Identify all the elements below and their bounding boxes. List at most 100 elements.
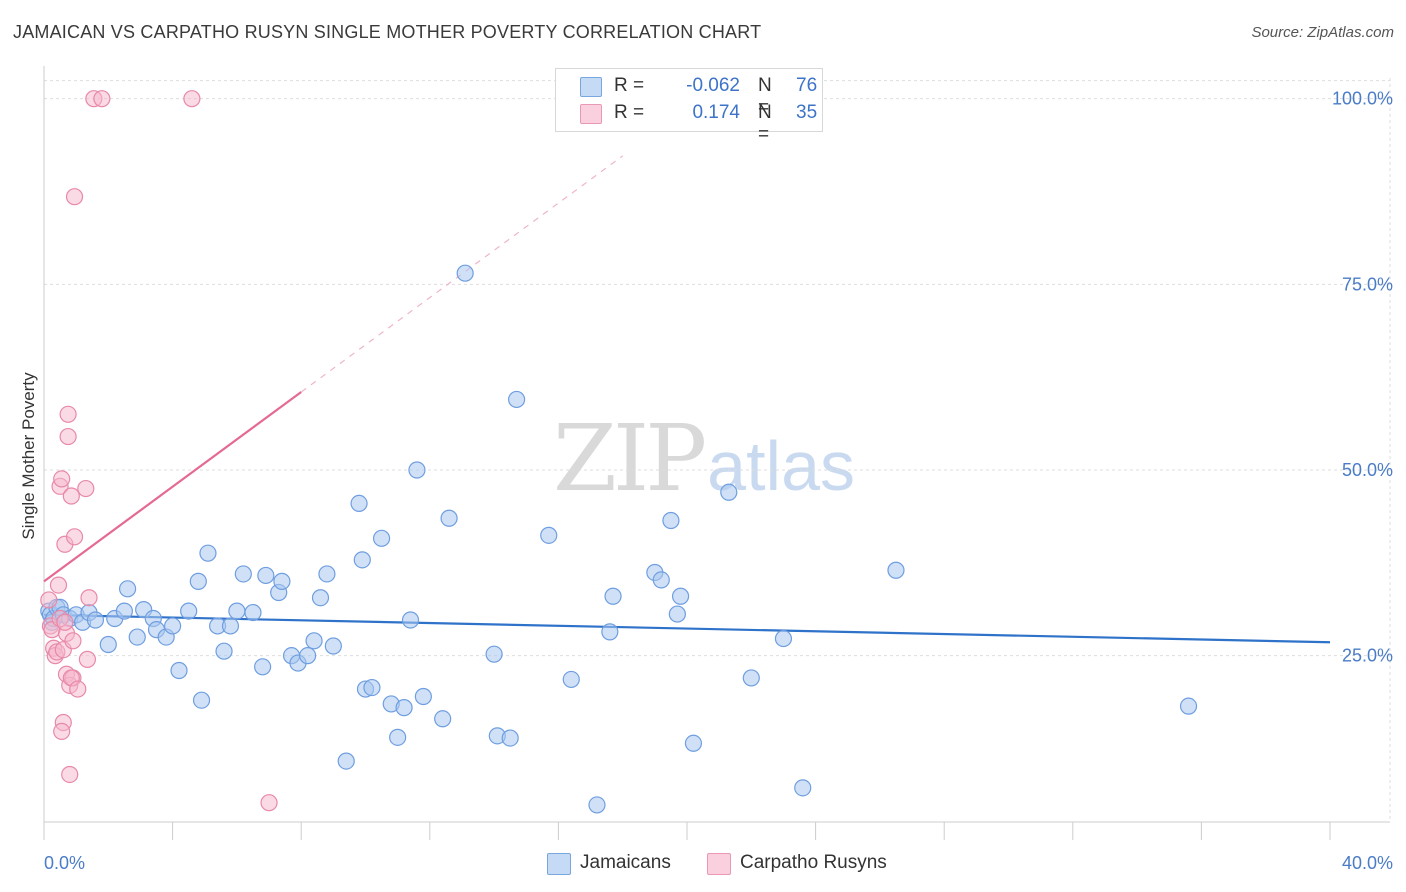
legend-n-label: N = [758,75,772,118]
point-jamaicans [299,647,317,665]
point-jamaicans [395,699,413,717]
trend-line-carpatho-rusyns [43,391,302,583]
point-carpatho-rusyns [49,576,68,594]
point-jamaicans [401,611,420,629]
point-jamaicans [192,691,211,709]
point-jamaicans [257,566,275,585]
point-jamaicans [350,494,368,513]
point-jamaicans [372,529,391,547]
point-carpatho-rusyns [77,479,95,498]
point-jamaicans [228,602,246,620]
point-jamaicans [671,587,690,605]
legend-r-value: -0.062 [686,75,740,96]
point-jamaicans [668,605,686,623]
tick-labels: 25.0% 50.0% 75.0% 100.0% 0.0% 40.0% [44,89,1393,873]
point-carpatho-rusyns [260,794,278,812]
point-jamaicans [273,572,291,590]
point-carpatho-rusyns [69,680,87,698]
point-jamaicans [794,779,812,797]
watermark-zip: ZIP [553,405,707,512]
point-jamaicans [254,658,272,676]
point-carpatho-rusyns [61,765,79,784]
point-carpatho-rusyns [59,427,77,446]
series-label-carpatho-rusyns: Carpatho Rusyns [740,852,887,873]
point-carpatho-rusyns [93,90,111,108]
point-jamaicans [562,670,580,689]
point-jamaicans [662,511,680,530]
chart-title: JAMAICAN VS CARPATHO RUSYN SINGLE MOTHER… [13,22,762,42]
point-jamaicans [887,561,905,579]
point-jamaicans [305,632,323,650]
source-label: Source: ZipAtlas.com [1251,24,1394,41]
point-jamaicans [508,390,526,409]
legend-r-label: R = [614,75,645,96]
point-carpatho-rusyns [53,470,71,488]
point-jamaicans [324,637,342,655]
point-jamaicans [434,710,452,728]
point-jamaicans [485,645,503,663]
point-jamaicans [128,628,146,646]
series-label-jamaicans: Jamaicans [580,852,671,873]
point-jamaicans [389,728,407,746]
point-jamaicans [164,617,182,635]
point-jamaicans [363,678,381,697]
point-carpatho-rusyns [40,591,58,609]
point-jamaicans [170,661,188,680]
point-carpatho-rusyns [56,613,74,631]
trend-line-jamaicans [43,613,1331,644]
point-jamaicans [601,623,619,641]
point-carpatho-rusyns [65,188,84,206]
y-tick-label: 75.0% [1342,274,1393,294]
y-tick-label: 50.0% [1342,460,1393,480]
point-jamaicans [408,461,426,479]
point-jamaicans [115,602,133,620]
point-jamaicans [86,611,105,629]
point-jamaicans [604,587,622,605]
data-points [40,90,1198,814]
point-jamaicans [652,571,670,589]
legend-n-value: 76 [796,75,818,96]
correlation-legend: R = -0.062 N = 76 R = 0.174 N = 35 [555,68,823,145]
point-carpatho-rusyns [64,632,82,650]
point-jamaicans [774,629,793,648]
point-jamaicans [318,565,336,583]
point-carpatho-rusyns [78,650,97,668]
point-carpatho-rusyns [53,722,71,740]
legend-swatch-jamaicans [580,77,602,97]
point-jamaicans [456,264,474,282]
point-jamaicans [501,729,519,747]
point-jamaicans [414,687,432,706]
point-jamaicans [684,734,703,752]
point-jamaicans [234,565,252,583]
legend-n-label: N = [758,102,772,145]
x-tick-label-min: 0.0% [44,853,85,873]
point-jamaicans [337,752,355,770]
y-tick-label: 100.0% [1332,89,1393,109]
point-carpatho-rusyns [183,90,201,108]
point-jamaicans [353,551,371,569]
point-carpatho-rusyns [59,405,77,423]
point-jamaicans [221,617,240,635]
legend-swatch-carpatho-rusyns [580,104,602,124]
trend-lines [43,155,1331,644]
point-jamaicans [244,603,262,622]
point-jamaicans [720,483,738,501]
legend-r-label: R = [614,102,645,123]
axes [43,66,1391,840]
point-jamaicans [189,572,207,590]
point-jamaicans [588,796,606,814]
point-jamaicans [540,526,558,544]
point-jamaicans [742,669,760,687]
point-jamaicans [180,602,198,620]
y-tick-label: 25.0% [1342,646,1393,666]
series-swatch-jamaicans [547,853,571,875]
point-jamaicans [215,642,233,660]
point-jamaicans [311,589,330,607]
point-jamaicans [199,544,217,562]
point-jamaicans [1179,697,1198,715]
point-carpatho-rusyns [80,589,98,607]
legend-r-value: 0.174 [692,102,740,123]
point-jamaicans [118,580,137,598]
point-jamaicans [99,635,117,654]
point-carpatho-rusyns [62,487,80,505]
